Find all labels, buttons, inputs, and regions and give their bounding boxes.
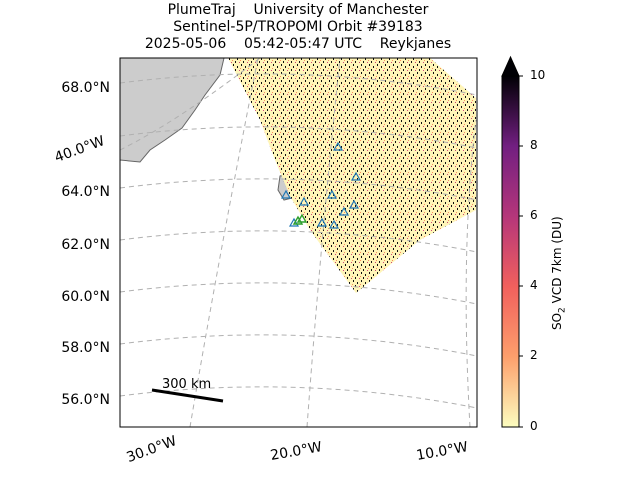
cb-tick-0: 0 xyxy=(530,419,538,433)
lat-label-60: 60.0°N xyxy=(61,289,110,305)
source-markers xyxy=(292,213,308,225)
title-line-1: PlumeTraj University of Manchester xyxy=(167,2,429,18)
title-line-2: Sentinel-5P/TROPOMI Orbit #39183 xyxy=(173,19,423,35)
cb-tick-6: 6 xyxy=(530,208,538,222)
lat-label-62: 62.0°N xyxy=(61,237,110,253)
so2-swath xyxy=(228,58,476,293)
lat-label-64: 64.0°N xyxy=(61,184,110,200)
trajectory-markers xyxy=(280,141,362,229)
lat-label-68: 68.0°N xyxy=(61,80,110,96)
scale-bar-label: 300 km xyxy=(162,377,212,392)
title-line-3: 2025-05-06 05:42-05:47 UTC Reykjanes xyxy=(144,36,452,52)
cb-tick-10: 10 xyxy=(530,68,546,82)
colorbar xyxy=(501,75,520,428)
colorbar-label: SO2 VCD 7km (DU) xyxy=(550,216,568,330)
graticule xyxy=(120,58,477,427)
cb-tick-8: 8 xyxy=(530,138,538,152)
cb-tick-4: 4 xyxy=(530,278,538,292)
cb-tick-2: 2 xyxy=(530,348,538,362)
lat-label-56: 56.0°N xyxy=(61,392,110,408)
colorbar-extend-max xyxy=(501,55,520,77)
scale-bar xyxy=(151,388,224,403)
lat-label-58: 58.0°N xyxy=(61,340,110,356)
